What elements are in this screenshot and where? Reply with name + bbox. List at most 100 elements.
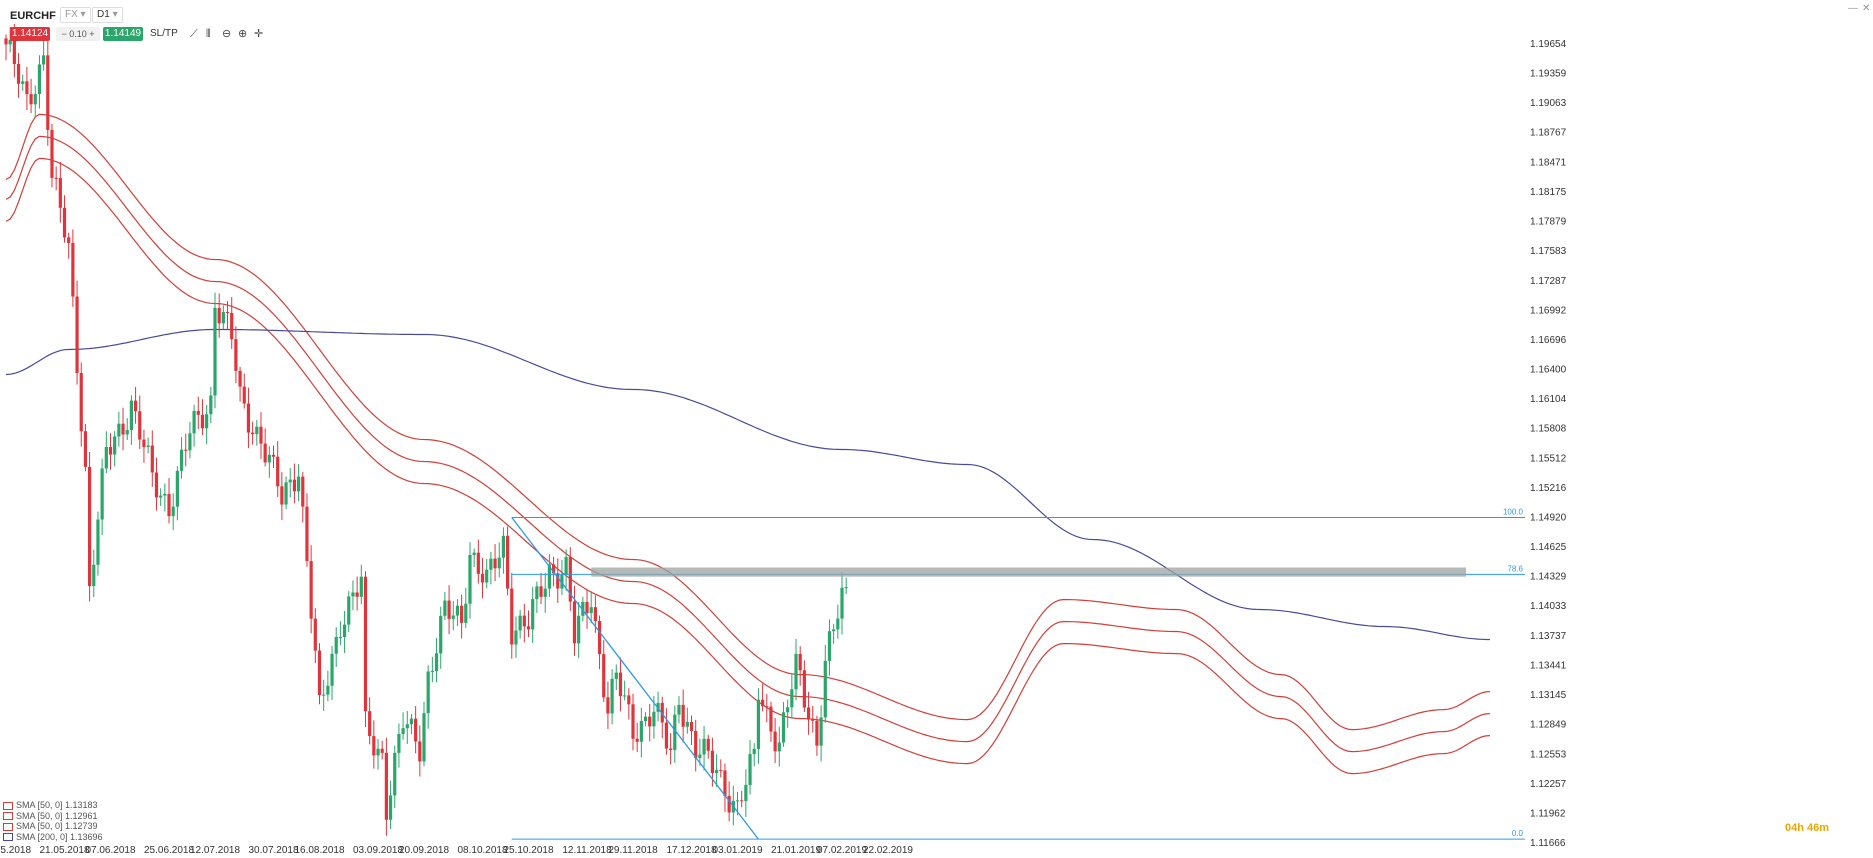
- candle-body: [706, 738, 710, 751]
- candle-body: [560, 574, 564, 589]
- candle-body: [430, 671, 434, 673]
- x-tick-label: 20.09.2018: [399, 845, 449, 856]
- candle-body: [769, 706, 773, 732]
- candle-body: [401, 728, 405, 734]
- candle-body: [217, 307, 221, 324]
- y-tick-label: 1.11962: [1530, 808, 1566, 819]
- candle-body: [96, 519, 100, 565]
- candle-body: [618, 672, 623, 697]
- candle-body: [673, 714, 677, 750]
- candle-body: [480, 573, 485, 583]
- candle-body: [196, 410, 200, 415]
- candle-body: [284, 482, 288, 505]
- candle-body: [593, 607, 597, 622]
- candle-body: [652, 711, 656, 727]
- candle-body: [597, 621, 602, 655]
- x-tick-label: 22.02.2019: [863, 845, 913, 856]
- candle-body: [238, 370, 242, 387]
- buy-button[interactable]: 1.14149: [103, 27, 143, 41]
- y-tick-label: 1.19654: [1530, 39, 1567, 50]
- symbol-label[interactable]: EURCHF: [10, 10, 56, 22]
- sma50-line: [5, 113, 1490, 731]
- candle-body: [150, 445, 154, 473]
- candle-body: [677, 704, 681, 715]
- line-chart-icon[interactable]: ⟋: [190, 28, 198, 40]
- candle-body: [476, 552, 480, 574]
- x-tick-label: 12.07.2018: [190, 845, 240, 856]
- zoom-in-icon[interactable]: ⊕: [238, 28, 248, 40]
- candle-body: [631, 704, 635, 739]
- candle-body: [225, 312, 230, 314]
- y-tick-label: 1.18175: [1530, 187, 1567, 198]
- candle-body: [221, 312, 225, 324]
- sell-button[interactable]: 1.14124: [10, 27, 50, 41]
- candle-body: [58, 178, 62, 208]
- candle-body: [756, 699, 760, 749]
- candle-body: [460, 605, 464, 623]
- candle-body: [506, 535, 510, 589]
- candle-body: [844, 587, 848, 589]
- candle-body: [301, 476, 305, 507]
- close-icon[interactable]: ✕: [1862, 3, 1871, 14]
- market-dropdown[interactable]: FX ▾: [60, 7, 91, 23]
- y-tick-label: 1.15808: [1530, 424, 1567, 435]
- candle-body: [464, 603, 468, 623]
- crosshair-icon[interactable]: ✛: [254, 28, 264, 40]
- candle-body: [397, 733, 401, 753]
- candle-body: [355, 592, 359, 597]
- candle-body: [50, 129, 54, 178]
- y-tick-label: 1.13737: [1530, 631, 1567, 642]
- candle-body: [259, 426, 263, 444]
- candle-body: [409, 718, 414, 725]
- candle-body: [485, 569, 489, 583]
- sltp-button[interactable]: SL/TP: [150, 28, 178, 39]
- legend-item[interactable]: SMA [50, 0] 1.13183: [3, 800, 103, 811]
- legend-item[interactable]: SMA [50, 0] 1.12961: [3, 811, 103, 822]
- y-tick-label: 1.15216: [1530, 483, 1567, 494]
- candle-body: [230, 312, 234, 340]
- candle-body: [342, 624, 347, 637]
- candle-body: [380, 748, 384, 753]
- candlesticks: [4, 23, 848, 836]
- candle-body: [572, 601, 577, 644]
- candle-body: [347, 596, 351, 625]
- candle-body: [129, 400, 133, 431]
- candle-body: [556, 573, 560, 589]
- candle-body: [614, 672, 618, 679]
- fib-level-label: 78.6: [1507, 564, 1523, 573]
- candle-body: [16, 63, 21, 84]
- candle-body: [21, 81, 25, 84]
- candle-body: [405, 724, 409, 729]
- candle-body: [689, 722, 694, 731]
- candle-body: [167, 493, 171, 517]
- minimize-icon[interactable]: —: [1848, 3, 1858, 14]
- candle-body: [384, 752, 388, 820]
- legend-item[interactable]: SMA [50, 0] 1.12739: [3, 821, 103, 832]
- candle-body: [840, 587, 844, 619]
- candle-body: [79, 372, 83, 432]
- volume-field[interactable]: − 0.10 +: [56, 27, 100, 41]
- candle-body: [108, 447, 113, 455]
- candle-body: [715, 770, 719, 774]
- candle-body: [727, 795, 731, 813]
- candle-body: [723, 770, 727, 796]
- candle-body: [710, 750, 715, 774]
- candle-body: [543, 588, 547, 597]
- timeframe-dropdown[interactable]: D1 ▾: [92, 7, 123, 23]
- candle-body: [159, 495, 163, 498]
- candle-body: [213, 307, 217, 396]
- zoom-out-icon[interactable]: ⊖: [222, 28, 232, 40]
- indicators-icon[interactable]: ⫴: [206, 28, 211, 40]
- candle-body: [171, 506, 175, 517]
- candle-body: [54, 177, 58, 179]
- candle-body: [639, 721, 643, 742]
- candle-body: [368, 711, 372, 737]
- candle-body: [439, 615, 443, 654]
- candle-body: [806, 707, 811, 720]
- candle-body: [468, 554, 472, 604]
- candle-body: [376, 748, 380, 756]
- legend-item[interactable]: SMA [200, 0] 1.13696: [3, 832, 103, 843]
- candle-body: [740, 800, 744, 802]
- candle-body: [414, 718, 418, 742]
